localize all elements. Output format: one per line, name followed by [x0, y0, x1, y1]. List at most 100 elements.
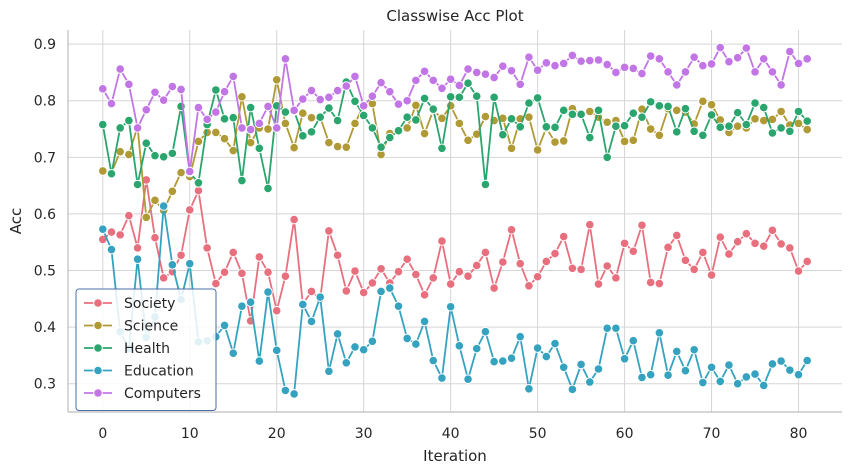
data-point-education — [419, 316, 430, 327]
data-point-health — [167, 148, 178, 159]
data-point-science — [228, 145, 239, 156]
data-point-society — [254, 252, 265, 262]
data-point-science — [628, 135, 639, 146]
data-point-society — [584, 219, 595, 230]
data-point-science — [776, 106, 786, 117]
data-point-education — [680, 365, 691, 376]
data-point-society — [515, 258, 526, 269]
data-point-health — [785, 126, 795, 137]
data-point-computers — [550, 60, 560, 71]
data-point-science — [341, 142, 352, 152]
data-point-health — [245, 102, 256, 113]
data-point-society — [637, 220, 647, 231]
data-point-computers — [306, 85, 317, 96]
data-point-education — [515, 331, 526, 342]
data-point-computers — [341, 81, 352, 91]
data-point-science — [332, 141, 343, 152]
data-point-health — [332, 115, 343, 126]
data-point-computers — [489, 72, 499, 83]
data-point-health — [706, 110, 717, 120]
legend-label: Computers — [124, 386, 201, 402]
data-point-society — [367, 278, 378, 288]
data-point-science — [437, 113, 447, 124]
data-point-society — [671, 230, 682, 241]
data-point-computers — [463, 64, 473, 74]
data-point-health — [280, 107, 291, 117]
data-point-health — [576, 109, 586, 120]
data-point-education — [367, 336, 378, 347]
data-point-society — [732, 236, 743, 247]
data-point-health — [141, 138, 152, 148]
data-point-computers — [228, 71, 239, 82]
data-point-education — [263, 287, 273, 297]
data-point-education — [654, 327, 665, 338]
data-point-science — [706, 99, 717, 110]
y-tick-label: 0.6 — [34, 207, 56, 223]
data-point-health — [541, 121, 552, 132]
data-point-computers — [219, 86, 230, 97]
data-point-health — [384, 132, 395, 143]
data-point-computers — [785, 46, 795, 57]
data-point-health — [350, 96, 360, 107]
data-point-society — [741, 228, 752, 239]
data-point-society — [219, 267, 230, 278]
data-point-science — [124, 149, 134, 160]
data-point-computers — [506, 65, 517, 76]
data-point-society — [611, 273, 621, 283]
data-point-computers — [350, 71, 360, 82]
data-point-computers — [584, 55, 595, 66]
data-point-society — [158, 273, 169, 283]
data-point-education — [428, 355, 439, 366]
data-point-computers — [141, 104, 152, 115]
data-point-science — [506, 143, 517, 154]
data-point-society — [602, 261, 612, 271]
data-point-education — [454, 340, 465, 351]
data-point-computers — [184, 166, 195, 177]
y-tick-label: 0.8 — [34, 94, 56, 110]
data-point-education — [219, 320, 230, 331]
data-point-health — [619, 120, 630, 131]
data-point-health — [750, 98, 760, 108]
data-point-education — [593, 364, 604, 374]
data-point-society — [802, 256, 813, 267]
data-point-health — [124, 115, 134, 126]
data-point-education — [445, 301, 456, 312]
data-point-science — [324, 137, 334, 148]
data-point-health — [489, 92, 499, 103]
data-point-science — [558, 136, 569, 146]
data-point-health — [106, 168, 117, 179]
data-point-health — [558, 105, 569, 116]
data-point-science — [193, 136, 204, 147]
legend-swatch-marker — [93, 388, 103, 398]
data-point-health — [428, 104, 439, 115]
data-point-health — [776, 123, 786, 133]
data-point-education — [706, 362, 717, 373]
legend-label: Education — [124, 364, 194, 380]
data-point-education — [506, 353, 517, 364]
data-point-health — [115, 123, 125, 133]
data-point-education — [584, 377, 595, 387]
data-point-education — [228, 348, 239, 358]
legend-label: Society — [124, 296, 175, 312]
data-point-science — [619, 136, 630, 147]
data-point-computers — [384, 86, 395, 97]
data-point-health — [437, 143, 447, 154]
data-point-society — [263, 267, 273, 278]
data-point-computers — [367, 91, 378, 102]
data-point-education — [289, 389, 299, 399]
data-point-education — [698, 377, 708, 388]
data-point-science — [167, 186, 178, 197]
data-point-science — [750, 114, 760, 124]
data-point-society — [663, 242, 673, 253]
data-point-computers — [115, 64, 125, 74]
data-point-health — [637, 112, 647, 122]
data-point-education — [785, 365, 795, 375]
data-point-education — [350, 342, 360, 352]
data-point-society — [211, 278, 221, 289]
data-point-society — [576, 264, 586, 275]
data-point-society — [124, 210, 134, 221]
x-axis-label: Iteration — [423, 447, 487, 465]
data-point-computers — [332, 85, 343, 96]
data-point-science — [176, 167, 186, 178]
data-point-computers — [637, 68, 647, 79]
